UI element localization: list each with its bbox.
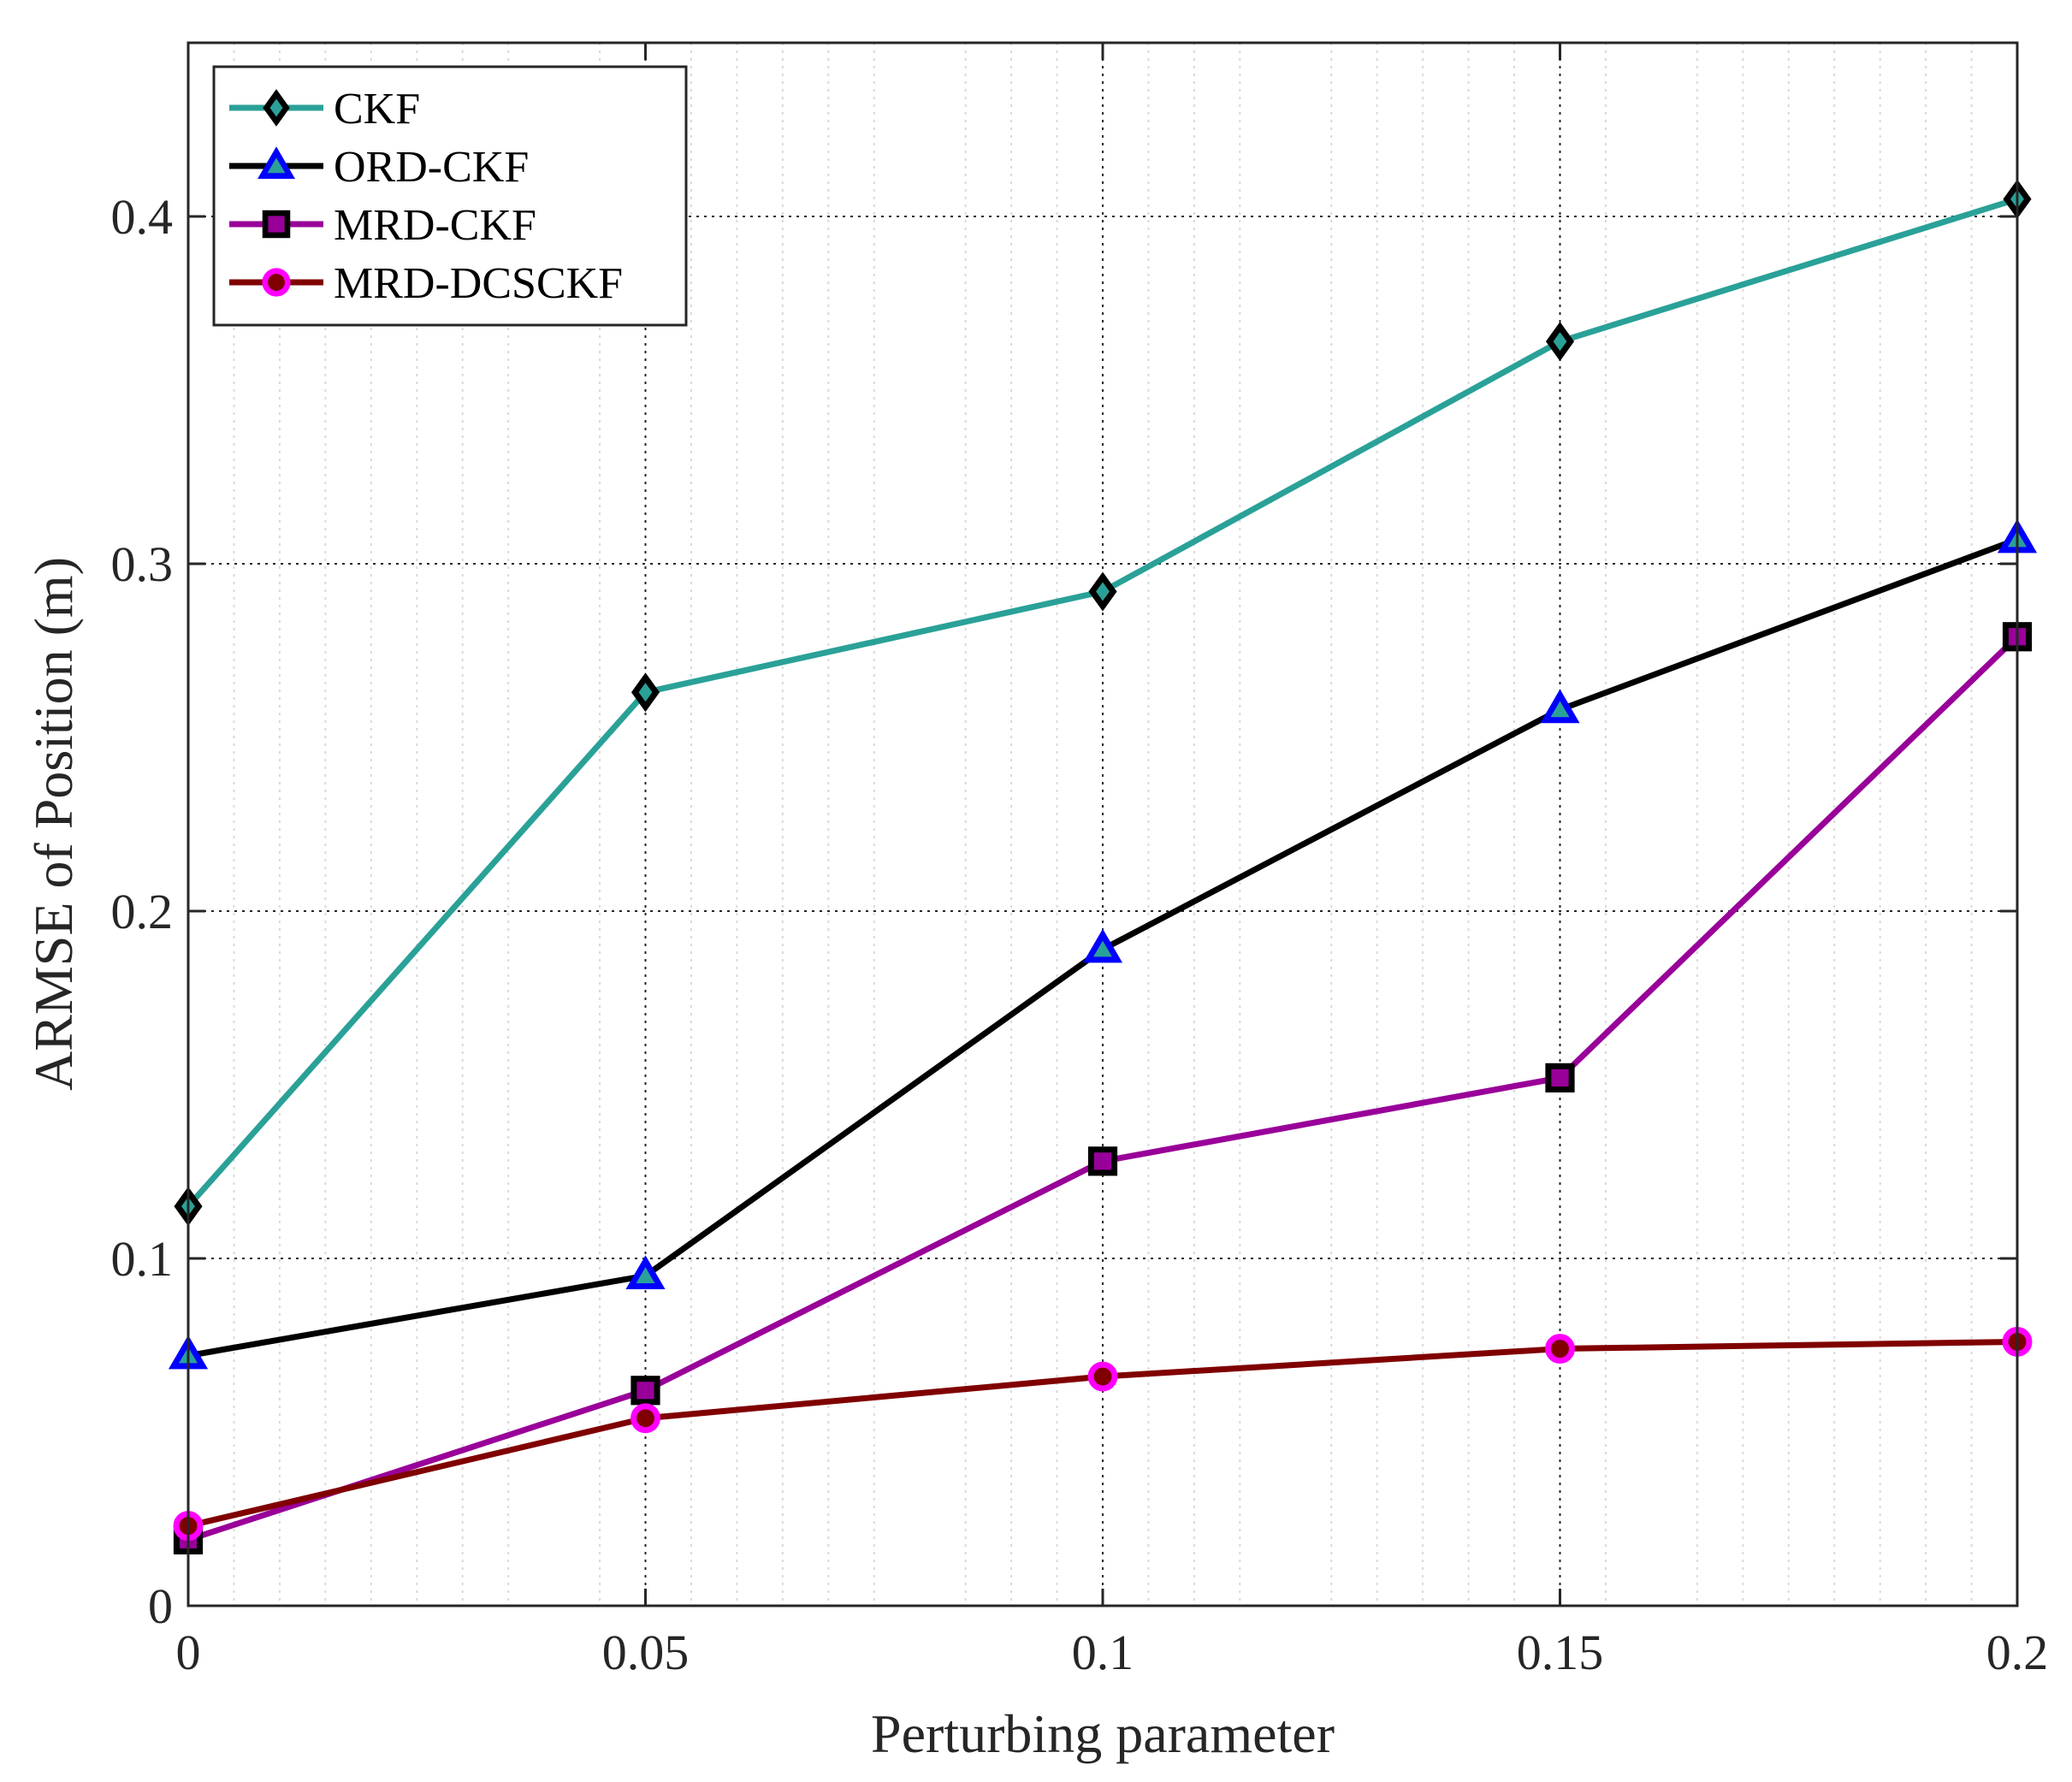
legend: CKF ORD-CKF MRD-CKF MRD-DCSCKF [212, 65, 688, 327]
data-point-mrd-dcsckf [1545, 1334, 1575, 1365]
data-point-ord-ckf [625, 1255, 666, 1290]
data-point-mrd-ckf [630, 1376, 660, 1406]
data-point-ckf [1545, 322, 1575, 362]
legend-marker-ckf [263, 89, 290, 127]
legend-label-ckf: CKF [334, 85, 420, 133]
axis-ticks [186, 43, 2019, 1607]
data-point-mrd-ckf [1087, 1146, 1118, 1176]
tick-labels: 0 0.05 0.1 0.15 0.2 0 0.1 0.2 0.3 0.4 [111, 189, 2049, 1680]
y-tick-label: 0 [148, 1578, 173, 1634]
legend-label-mrd-ckf: MRD-CKF [334, 201, 536, 250]
legend-marker-mrd-ckf [262, 210, 291, 239]
series-markers [168, 179, 2038, 1554]
x-tick-label: 0.2 [1986, 1625, 2049, 1680]
x-tick-label: 0.05 [602, 1625, 690, 1680]
y-axis-title: ARMSE of Position (m) [23, 557, 84, 1091]
data-point-ord-ckf [1540, 689, 1580, 724]
y-tick-label: 0.3 [111, 536, 174, 592]
legend-label-mrd-dcsckf: MRD-DCSCKF [334, 259, 623, 308]
legend-marker-ord-ckf [258, 146, 295, 179]
x-tick-label: 0 [176, 1625, 201, 1680]
data-point-ckf [630, 672, 660, 713]
x-tick-label: 0.15 [1517, 1625, 1604, 1680]
data-point-ckf [1088, 571, 1117, 612]
x-tick-label: 0.1 [1072, 1625, 1134, 1680]
data-point-mrd-dcsckf [1087, 1361, 1118, 1392]
y-tick-label: 0.2 [111, 884, 174, 939]
legend-marker-mrd-dcsckf [262, 268, 291, 297]
y-tick-label: 0.1 [111, 1231, 174, 1287]
data-point-ord-ckf [1082, 928, 1123, 963]
legend-label-ord-ckf: ORD-CKF [334, 143, 529, 192]
x-axis-title: Perturbing parameter [871, 1703, 1335, 1764]
data-point-mrd-ckf [1545, 1063, 1575, 1092]
data-point-mrd-dcsckf [630, 1403, 660, 1434]
y-tick-label: 0.4 [111, 189, 174, 245]
